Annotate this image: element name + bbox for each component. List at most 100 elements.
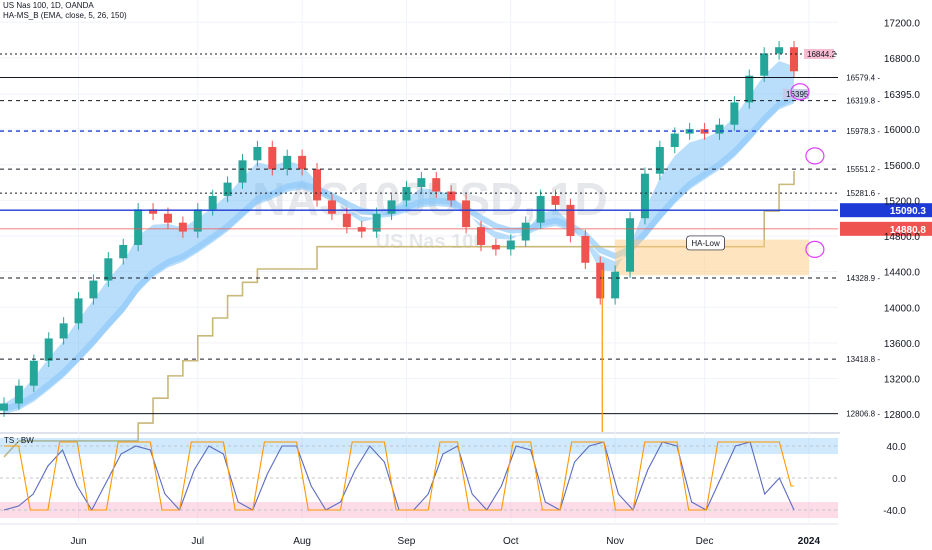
candle-body bbox=[283, 155, 292, 170]
candle-38 bbox=[566, 198, 575, 243]
candle-34 bbox=[506, 234, 515, 256]
level-label: 12806.8 - bbox=[846, 410, 880, 419]
candle-48 bbox=[715, 118, 724, 140]
y-tick-3: 16000.0 bbox=[884, 125, 921, 136]
level-4: 15551.2 - bbox=[0, 165, 880, 174]
candle-body bbox=[521, 222, 530, 241]
candle-5 bbox=[74, 292, 83, 330]
candle-body bbox=[208, 195, 217, 210]
candle-18 bbox=[268, 140, 277, 176]
level-7: 14880.8 bbox=[0, 221, 932, 236]
candle-2 bbox=[29, 354, 38, 392]
candle-41 bbox=[611, 265, 620, 305]
y-tick-0: 17200.0 bbox=[884, 18, 921, 29]
candle-body bbox=[14, 385, 23, 404]
candle-16 bbox=[238, 154, 247, 189]
y-tick-11: 12800.0 bbox=[884, 410, 921, 421]
level-label: 16844.2 bbox=[807, 50, 836, 59]
candle-body bbox=[268, 146, 277, 170]
candle-25 bbox=[372, 207, 381, 238]
candle-body bbox=[402, 187, 411, 201]
candle-body bbox=[149, 209, 158, 214]
candle-50 bbox=[745, 69, 754, 109]
candle-body bbox=[462, 200, 471, 228]
level-label: 14328.9 - bbox=[846, 274, 880, 283]
candle-body bbox=[655, 146, 664, 174]
ha-low-label-text: HA-Low bbox=[691, 239, 720, 248]
level-badge-label: 14880.8 bbox=[890, 225, 927, 236]
ema-band bbox=[3, 95, 796, 412]
candle-body bbox=[790, 47, 798, 72]
candle-body bbox=[551, 195, 560, 205]
y-tick-5: 15200.0 bbox=[884, 196, 921, 207]
osc-y-tick-1: 0.0 bbox=[892, 474, 906, 485]
level-label: 15978.3 - bbox=[846, 127, 880, 136]
candle-body bbox=[313, 169, 322, 201]
candle-body bbox=[536, 195, 545, 223]
candle-body bbox=[223, 182, 232, 196]
ha-low-label-box bbox=[686, 235, 725, 251]
level-5: 15281.6 - bbox=[0, 189, 880, 198]
y-tick-10: 13200.0 bbox=[884, 375, 921, 386]
level-badge bbox=[840, 221, 932, 236]
candle-body bbox=[581, 236, 590, 263]
candle-body bbox=[760, 53, 769, 76]
level-6: 15090.3 bbox=[0, 203, 932, 218]
x-tick-4: Oct bbox=[503, 536, 519, 547]
indicator-title: HA-MS_B (EMA, close, 5, 26, 150) bbox=[3, 11, 127, 20]
candle-body bbox=[119, 244, 128, 259]
candle-body bbox=[163, 213, 172, 223]
candle-body bbox=[506, 240, 515, 250]
candle-body bbox=[342, 213, 351, 228]
marker-circle-0 bbox=[790, 83, 810, 101]
annotation-tag-box bbox=[783, 88, 810, 99]
candle-12 bbox=[178, 216, 187, 238]
candle-24 bbox=[357, 220, 366, 238]
candle-body bbox=[596, 262, 605, 299]
y-tick-2: 16395.0 bbox=[884, 90, 921, 101]
candle-body bbox=[327, 200, 336, 214]
y-tick-8: 14000.0 bbox=[884, 303, 921, 314]
candle-27 bbox=[402, 180, 411, 207]
candle-body bbox=[134, 209, 143, 245]
candle-17 bbox=[253, 140, 262, 167]
y-tick-1: 16800.0 bbox=[884, 54, 921, 65]
y-tick-4: 15600.0 bbox=[884, 161, 921, 172]
y-tick-6: 14800.0 bbox=[884, 232, 921, 243]
candle-body bbox=[775, 47, 784, 54]
candle-body bbox=[387, 200, 396, 214]
candle-7 bbox=[104, 252, 113, 287]
ha-low-label: HA-Low bbox=[686, 235, 725, 251]
y-tick-7: 14400.0 bbox=[884, 268, 921, 279]
candle-43 bbox=[640, 167, 649, 225]
candle-body bbox=[715, 124, 724, 134]
candle-42 bbox=[626, 211, 635, 278]
candle-body bbox=[253, 146, 262, 161]
candle-14 bbox=[208, 189, 217, 216]
candle-35 bbox=[521, 216, 530, 247]
level-3: 15978.3 - bbox=[0, 127, 880, 136]
candle-10 bbox=[149, 203, 158, 221]
candle-body bbox=[566, 204, 575, 237]
pane-divider bbox=[0, 432, 840, 434]
level-badge-label: 15090.3 bbox=[890, 206, 927, 217]
chart-title: US Nas 100, 1D, OANDA bbox=[3, 1, 94, 10]
candle-40 bbox=[596, 256, 605, 305]
y-tick-9: 13600.0 bbox=[884, 339, 921, 350]
osc-title: TS : BW bbox=[4, 436, 34, 445]
osc-y-tick-2: -40.0 bbox=[883, 506, 906, 517]
candle-13 bbox=[193, 203, 202, 238]
x-tick-3: Sep bbox=[398, 536, 416, 547]
annotation-tag-label: 16395 bbox=[786, 90, 809, 99]
candle-36 bbox=[536, 189, 545, 229]
candle-body bbox=[670, 133, 679, 147]
candle-39 bbox=[581, 229, 590, 269]
x-tick-1: Jul bbox=[191, 536, 204, 547]
candle-body bbox=[611, 271, 620, 299]
candle-26 bbox=[387, 194, 396, 221]
ema-cloud bbox=[4, 61, 794, 415]
level-0: 16844.2 bbox=[0, 48, 838, 59]
level-10: 12806.8 - bbox=[0, 410, 880, 419]
candle-body bbox=[298, 155, 307, 170]
